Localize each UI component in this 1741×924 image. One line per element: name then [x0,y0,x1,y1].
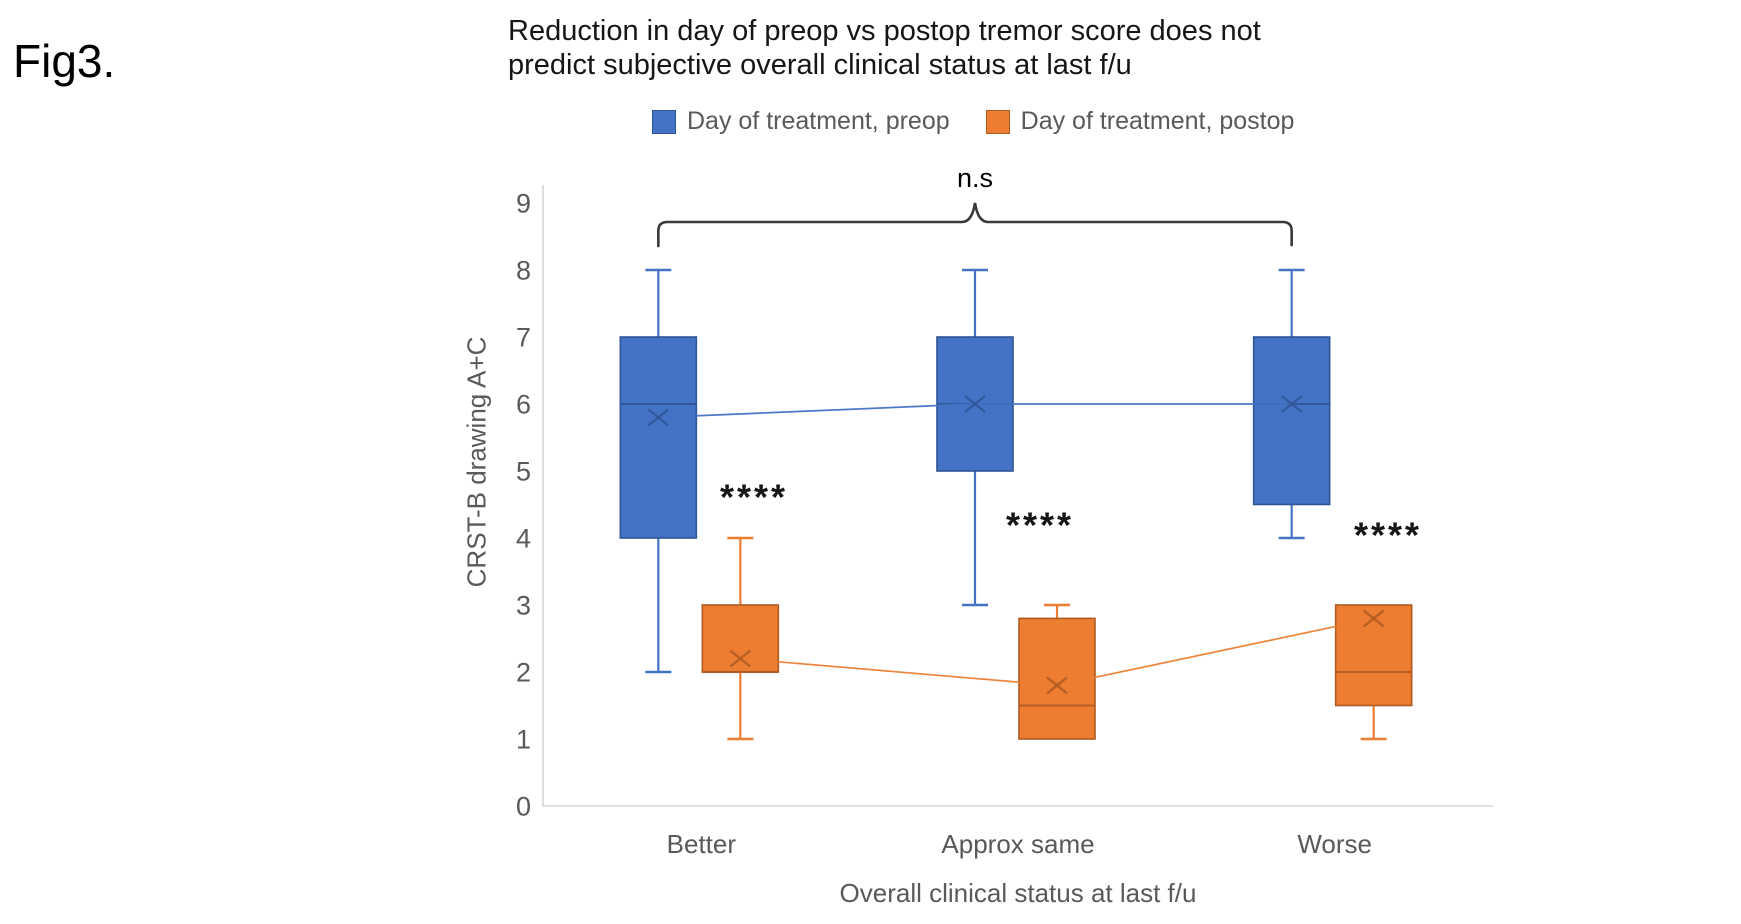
ns-annotation: n.s [956,163,994,193]
y-tick-9: 9 [516,188,531,218]
axis-lines [542,185,1493,807]
figure-label: Fig3. [13,35,116,87]
significance-marker-worse: **** [1353,514,1423,556]
legend-item-postop: Day of treatment, postop [985,107,1295,136]
y-tick-3: 3 [516,590,531,620]
y-tick-2: 2 [516,657,531,687]
x-label-worse: Worse [1297,829,1372,859]
mean-marker-postop-approx-same [1046,676,1068,695]
box-preop-worse [1252,336,1331,506]
x-label-better: Better [667,829,737,859]
box-postop-better [701,604,780,673]
mean-marker-preop-approx-same [964,395,986,413]
mean-marker-preop-better [647,408,670,427]
legend-item-preop: Day of treatment, preop [652,107,950,136]
legend-label-postop: Day of treatment, postop [1020,107,1295,135]
legend-label-preop: Day of treatment, preop [687,107,950,135]
y-tick-4: 4 [516,523,531,553]
legend-swatch-preop [652,109,676,134]
mean-marker-postop-worse [1362,609,1385,628]
chart-title: Reduction in day of preop vs postop trem… [508,15,1261,82]
y-tick-7: 7 [516,322,531,352]
mean-marker-postop-better [729,649,752,668]
y-axis-title: CRST-B drawing A+C [461,336,492,588]
legend-swatch-postop [985,109,1010,134]
y-tick-8: 8 [516,255,531,285]
x-label-approx-same: Approx same [941,829,1094,859]
significance-marker-better: **** [719,476,789,518]
y-tick-6: 6 [516,389,531,419]
y-tick-5: 5 [516,456,531,486]
y-tick-1: 1 [516,724,531,754]
box-postop-approx-same [1018,617,1096,740]
box-postop-worse [1334,604,1413,707]
box-preop-better [619,336,698,539]
x-axis-title: Overall clinical status at last f/u [839,878,1197,908]
chart-legend: Day of treatment, preop Day of treatment,… [652,107,1294,136]
mean-marker-preop-worse [1280,395,1303,413]
ns-bracket [657,202,1293,248]
significance-marker-approx-same: **** [1005,504,1075,546]
y-tick-0: 0 [516,791,531,821]
